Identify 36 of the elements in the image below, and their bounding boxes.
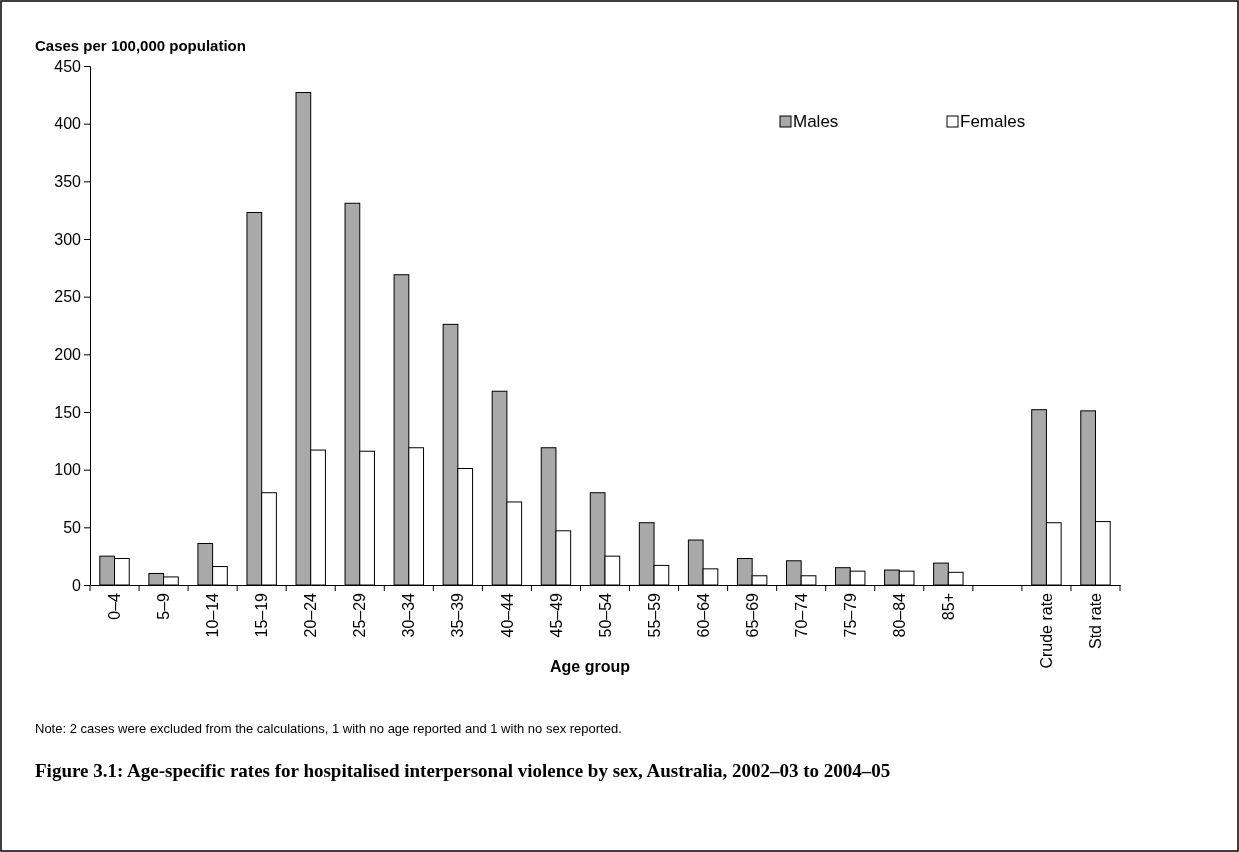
x-tick-label: 10–14 — [204, 592, 222, 638]
y-tick-label: 300 — [54, 230, 82, 248]
x-tick-label: 15–19 — [253, 592, 271, 638]
x-tick-label: 0–4 — [106, 592, 124, 620]
x-tick-label: 25–29 — [351, 592, 369, 638]
legend-label: Males — [793, 112, 839, 131]
x-tick-label: 45–49 — [547, 592, 565, 638]
y-tick-label: 200 — [54, 345, 82, 363]
y-tick-label: 50 — [63, 518, 82, 536]
y-tick-label: 100 — [54, 461, 82, 479]
y-tick-label: 0 — [72, 576, 82, 594]
x-tick-label: 70–74 — [792, 592, 810, 638]
y-axis-title: Cases per 100,000 population — [35, 37, 246, 54]
y-tick-label: 400 — [54, 115, 82, 133]
x-tick-label: Crude rate — [1038, 592, 1056, 669]
x-tick-label: 40–44 — [498, 592, 516, 638]
x-tick-label: 55–59 — [645, 592, 663, 638]
text: Note: 2 cases were excluded from the calculations, 1 with no age reported and 1 with no sex reported. — [35, 721, 622, 736]
x-tick-label: 80–84 — [890, 592, 908, 638]
y-tick-label: 350 — [54, 172, 82, 190]
x-tick-label: 5–9 — [155, 592, 173, 620]
x-tick-label: 20–24 — [302, 592, 320, 638]
x-tick-label: 65–69 — [743, 592, 761, 638]
text: Figure 3.1: Age-specific rates for hospitalised interpersonal violence by sex, Australia, 2002–03 to 2004–05 — [35, 760, 891, 781]
y-tick-label: 250 — [54, 288, 82, 306]
x-tick-label: 30–34 — [400, 592, 418, 638]
x-axis-title: Age group — [550, 658, 631, 675]
x-tick-label: 85+ — [939, 593, 957, 621]
x-tick-label: 50–54 — [596, 592, 614, 638]
legend-label: Females — [960, 112, 1026, 131]
x-tick-label: 75–79 — [841, 592, 859, 638]
x-tick-label: 60–64 — [694, 592, 712, 638]
x-tick-label: 35–39 — [449, 592, 467, 638]
x-tick-label: Std rate — [1087, 592, 1105, 650]
y-tick-label: 150 — [54, 403, 82, 421]
y-tick-label: 450 — [54, 57, 82, 75]
